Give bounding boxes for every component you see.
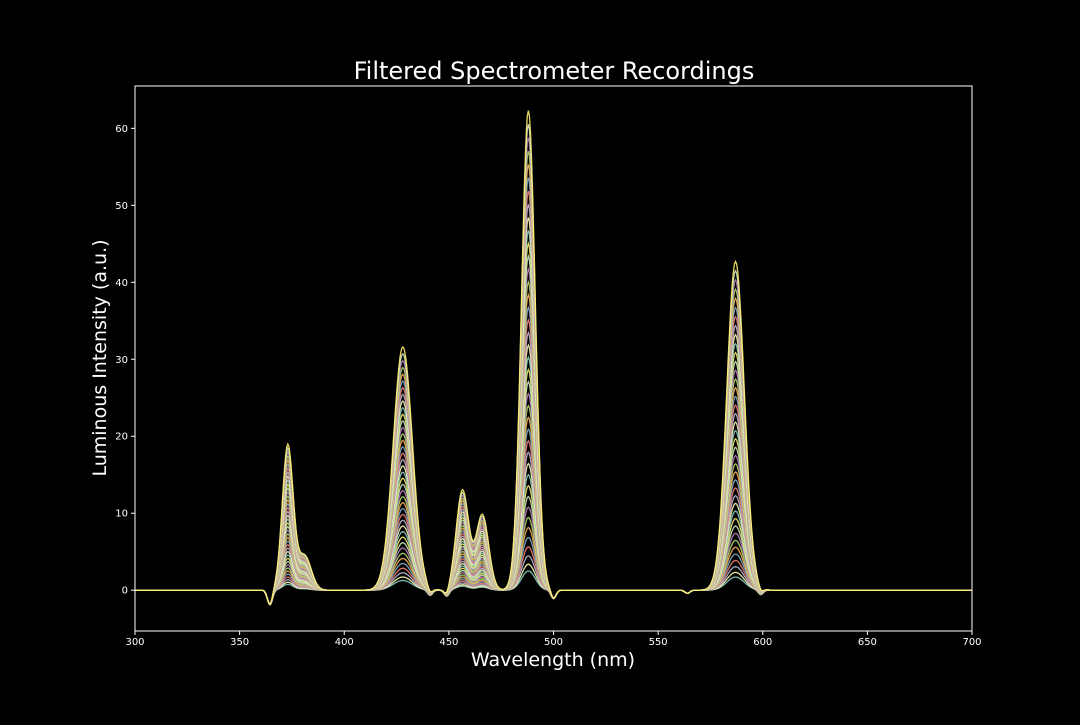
x-axis: 300 350 400 450 500 550 600 650 700 <box>125 631 982 648</box>
spectrum-series-line <box>135 110 972 606</box>
x-axis-label: Wavelength (nm) <box>471 649 635 671</box>
x-tick-label: 300 <box>125 637 144 648</box>
x-tick-label: 500 <box>544 637 563 648</box>
y-axis-label: Luminous Intensity (a.u.) <box>89 239 111 476</box>
y-tick-label: 40 <box>115 278 128 289</box>
y-tick-label: 60 <box>115 124 128 135</box>
x-tick-label: 700 <box>962 637 981 648</box>
y-tick-label: 50 <box>115 201 128 212</box>
x-tick-label: 600 <box>753 637 772 648</box>
chart-title: Filtered Spectrometer Recordings <box>354 57 755 85</box>
x-tick-label: 650 <box>858 637 877 648</box>
y-tick-label: 10 <box>115 509 128 520</box>
x-tick-label: 450 <box>439 637 458 648</box>
x-tick-label: 400 <box>335 637 354 648</box>
y-tick-label: 20 <box>115 432 128 443</box>
y-tick-label: 0 <box>122 586 128 597</box>
y-axis: 0 10 20 30 40 50 60 <box>115 124 135 597</box>
series-group <box>135 110 972 606</box>
x-tick-label: 350 <box>230 637 249 648</box>
y-tick-label: 30 <box>115 355 128 366</box>
x-tick-label: 550 <box>649 637 668 648</box>
